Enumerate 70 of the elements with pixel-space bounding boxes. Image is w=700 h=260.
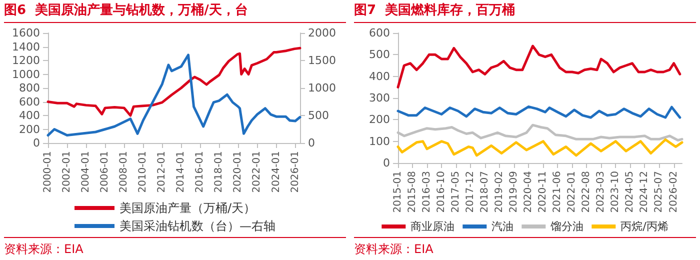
x-tick-label: 2019-09	[508, 171, 520, 213]
x-tick-label: 2014-01	[176, 151, 187, 193]
x-tick-label: 2018-01	[214, 151, 225, 193]
line-series	[396, 44, 682, 88]
x-tick-label: 2017-05	[450, 171, 462, 213]
y-tick-label: 200	[369, 113, 390, 126]
line-series	[396, 138, 684, 157]
x-tick-label: 2015-01	[392, 171, 404, 213]
y-tick-label: 0	[33, 136, 40, 150]
y2-tick-label: 1000	[308, 82, 336, 94]
y2-tick-label: 500	[308, 109, 329, 122]
x-tick-label: 2020-04	[523, 171, 534, 213]
x-tick-label: 2010-01	[138, 151, 149, 193]
y-tick-label: 400	[19, 109, 40, 122]
legend-label: 丙烷/丙烯	[620, 220, 668, 233]
x-tick-label: 2016-10	[436, 171, 448, 213]
y-tick-label: 1200	[12, 54, 40, 67]
y-tick-label: 600	[19, 95, 40, 108]
y-tick-label: 500	[369, 48, 390, 62]
x-tick-label: 2023-10	[610, 171, 622, 213]
text: 资料来源：EIA	[354, 242, 434, 256]
x-tick-label: 2024-01	[270, 151, 282, 193]
x-tick-label: 2018-07	[479, 171, 490, 213]
y-tick-label: 1000	[12, 68, 40, 81]
x-tick-label: 2016-01	[194, 151, 206, 193]
x-tick-label: 2006-01	[100, 151, 111, 193]
legend-label: 商业原油	[410, 220, 455, 233]
y2-tick-label: 0	[308, 136, 315, 150]
x-tick-label: 2026-02	[668, 171, 680, 213]
x-tick-label: 2016-03	[421, 171, 432, 213]
y-tick-label: 0	[383, 156, 390, 170]
legend-label: 馏分油	[550, 220, 584, 233]
x-tick-label: 2022-01	[566, 171, 578, 213]
x-tick-label: 2021-06	[552, 171, 564, 213]
x-tick-label: 2002-01	[62, 151, 73, 193]
y-tick-label: 600	[369, 26, 390, 40]
y-tick-label: 300	[369, 92, 390, 104]
x-tick-label: 2017-12	[465, 171, 476, 213]
y-tick-label: 400	[369, 70, 390, 83]
legend-label: 美国原油产量（万桶/天）	[120, 201, 256, 215]
y-tick-label: 100	[369, 134, 390, 148]
x-tick-label: 2015-08	[406, 171, 418, 213]
x-tick-label: 2022-01	[252, 151, 263, 193]
x-tick-label: 2019-02	[494, 171, 506, 213]
chart-title: 图7 美国燃料库存，百万桶	[354, 0, 696, 23]
x-tick-label: 2024-05	[624, 171, 636, 213]
y2-tick-label: 1500	[308, 54, 336, 67]
y-tick-label: 800	[19, 82, 40, 94]
y-tick-label: 1400	[12, 40, 40, 54]
y-tick-label: 1600	[12, 26, 40, 40]
x-tick-label: 2024-12	[639, 171, 650, 213]
x-tick-label: 2004-01	[80, 151, 92, 193]
legend-label: 汽油	[492, 220, 514, 233]
y-tick-label: 200	[19, 122, 40, 136]
line-series	[46, 46, 302, 117]
x-tick-label: 2012-01	[156, 151, 168, 193]
line-series	[46, 54, 302, 137]
x-tick-label: 2022-08	[581, 171, 592, 213]
x-tick-label: 2008-01	[118, 151, 130, 193]
line-series	[396, 105, 682, 119]
legend-label: 美国采油钻机数（台）—右轴	[120, 219, 276, 233]
chart-title: 图6 美国原油产量与钻机数，万桶/天，台	[4, 0, 346, 23]
x-tick-label: 2000-01	[42, 151, 54, 193]
y2-tick-label: 2000	[308, 26, 336, 40]
x-tick-label: 2026-01	[290, 151, 301, 193]
text: 资料来源：EIA	[4, 242, 84, 256]
x-tick-label: 2020-01	[232, 151, 244, 193]
x-tick-label: 2025-07	[654, 171, 665, 213]
x-tick-label: 2023-03	[596, 171, 607, 213]
x-tick-label: 2020-11	[538, 171, 549, 213]
